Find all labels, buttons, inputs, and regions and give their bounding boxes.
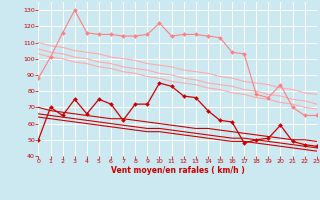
X-axis label: Vent moyen/en rafales ( km/h ): Vent moyen/en rafales ( km/h ) xyxy=(111,166,244,175)
